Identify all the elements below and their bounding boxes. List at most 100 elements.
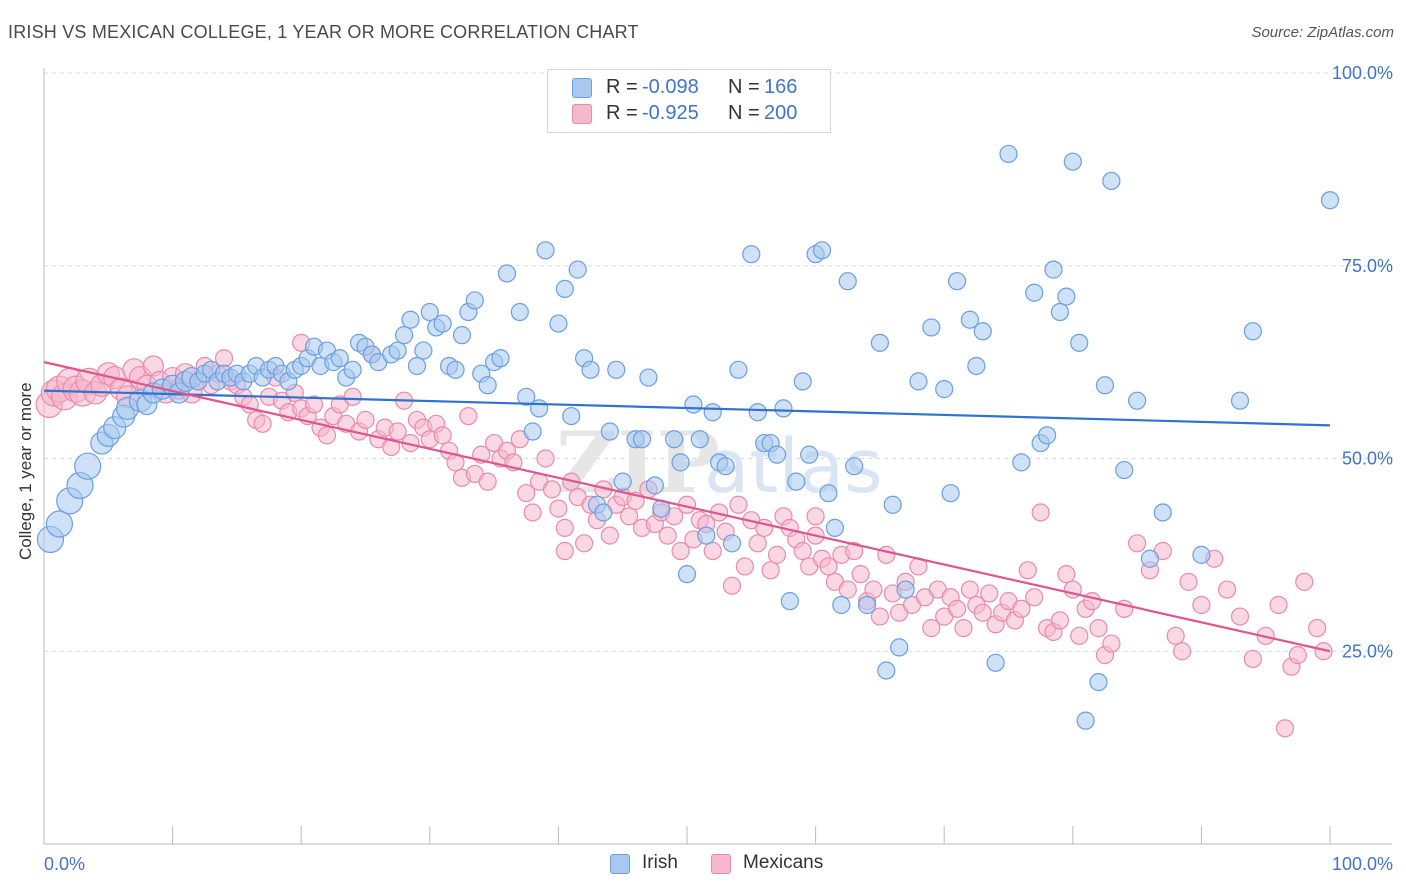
mexicans-point-78 <box>536 449 555 468</box>
mexicans-point-122 <box>819 557 838 576</box>
mexicans-point-118 <box>793 541 812 561</box>
mexicans-point-120 <box>806 507 825 526</box>
y-tick-label-1: 50.0% <box>1342 449 1393 469</box>
trend-lines <box>43 361 1331 653</box>
irish-point-141 <box>1089 672 1108 692</box>
mexicans-point-153 <box>1018 561 1037 580</box>
tick-labels: 25.0% 50.0% 75.0% 100.0% 0.0% 100.0% <box>44 63 1393 874</box>
irish-point-129 <box>986 653 1005 672</box>
mexicans-point-130 <box>870 607 890 626</box>
irish-point-1 <box>45 510 74 538</box>
chart-title: IRISH VS MEXICAN COLLEGE, 1 YEAR OR MORE… <box>8 22 639 42</box>
irish-point-138 <box>1063 152 1082 171</box>
irish-point-52 <box>414 341 433 360</box>
mexicans-point-180 <box>1269 595 1288 615</box>
irish-point-53 <box>420 302 439 322</box>
mexicans-point-55 <box>388 422 407 441</box>
mexicans-point-168 <box>1127 534 1147 553</box>
irish-r-value: -0.098 <box>642 76 699 98</box>
mexicans-point-155 <box>1031 503 1050 522</box>
irish-point-48 <box>388 341 407 360</box>
mexicans-r-label: R = <box>606 102 638 124</box>
mexicans-point-127 <box>851 565 870 584</box>
mexicans-point-62 <box>433 426 452 445</box>
irish-point-84 <box>639 368 658 387</box>
irish-point-98 <box>742 245 761 264</box>
irish-point-80 <box>607 360 626 379</box>
x-tick-label-1: 100.0% <box>1332 854 1393 874</box>
irish-point-125 <box>947 272 967 291</box>
irish-point-49 <box>394 326 414 345</box>
irish-point-58 <box>452 326 472 345</box>
mexicans-point-97 <box>658 526 677 545</box>
irish-point-85 <box>645 476 664 495</box>
irish-point-88 <box>671 453 690 472</box>
irish-point-97 <box>729 360 748 379</box>
mexicans-point-84 <box>575 534 594 553</box>
irish-point-71 <box>549 314 568 333</box>
irish-point-151 <box>1320 191 1340 210</box>
mexicans-point-183 <box>1295 572 1314 591</box>
irish-point-142 <box>1095 376 1115 395</box>
mexicans-point-131 <box>877 545 896 564</box>
irish-point-72 <box>555 279 574 298</box>
mexicans-point-171 <box>1166 626 1185 645</box>
mexicans-point-114 <box>767 545 787 564</box>
irish-point-69 <box>530 399 549 418</box>
mexicans-trend-line <box>43 361 1331 653</box>
irish-point-55 <box>433 314 452 333</box>
y-tick-label-3: 100.0% <box>1332 63 1393 83</box>
irish-point-148 <box>1192 545 1211 564</box>
mexicans-point-107 <box>722 576 742 595</box>
irish-point-110 <box>819 484 838 503</box>
irish-point-123 <box>935 380 954 399</box>
mexicans-point-189 <box>1275 719 1295 738</box>
irish-point-76 <box>581 360 600 379</box>
irish-point-4 <box>74 452 102 480</box>
irish-point-107 <box>800 445 819 464</box>
mexicans-point-182 <box>1288 646 1307 665</box>
irish-point-143 <box>1102 171 1121 191</box>
mexicans-point-104 <box>703 541 722 561</box>
irish-legend-label: Irish <box>642 852 678 873</box>
source-label: Source: ZipAtlas.com <box>1251 24 1394 41</box>
irish-point-134 <box>1037 426 1057 445</box>
irish-point-140 <box>1076 711 1095 730</box>
mexicans-swatch <box>572 104 592 124</box>
irish-point-78 <box>594 503 613 522</box>
mexicans-point-34 <box>253 414 272 433</box>
mexicans-r-value: -0.925 <box>642 102 699 124</box>
mexicans-point-111 <box>748 534 767 553</box>
mexicans-point-76 <box>523 503 542 522</box>
irish-n-label: N = <box>728 76 760 98</box>
irish-point-57 <box>446 360 465 379</box>
irish-point-74 <box>568 260 587 279</box>
mexicans-point-164 <box>1089 619 1108 638</box>
irish-point-114 <box>845 457 864 476</box>
irish-point-150 <box>1243 322 1262 341</box>
irish-point-93 <box>703 403 722 422</box>
irish-point-92 <box>697 526 716 545</box>
irish-point-96 <box>722 534 742 553</box>
mexicans-point-176 <box>1218 580 1237 599</box>
mexicans-point-142 <box>947 599 967 618</box>
irish-point-145 <box>1127 391 1147 410</box>
mexicans-point-126 <box>845 541 864 561</box>
irish-point-90 <box>684 395 703 414</box>
mexicans-point-42 <box>304 395 324 414</box>
mexicans-point-81 <box>555 518 574 537</box>
mexicans-point-44 <box>317 426 337 445</box>
irish-point-83 <box>632 430 652 449</box>
irish-point-99 <box>748 403 767 422</box>
irish-point-124 <box>941 484 960 503</box>
irish-point-79 <box>600 422 619 441</box>
mexicans-point-143 <box>954 619 973 638</box>
irish-point-116 <box>870 333 890 352</box>
mexicans-point-146 <box>973 603 992 622</box>
irish-point-137 <box>1057 287 1076 306</box>
irish-point-64 <box>491 349 510 368</box>
irish-point-68 <box>523 422 542 441</box>
mexicans-point-147 <box>980 584 999 603</box>
mexicans-point-99 <box>671 541 690 561</box>
